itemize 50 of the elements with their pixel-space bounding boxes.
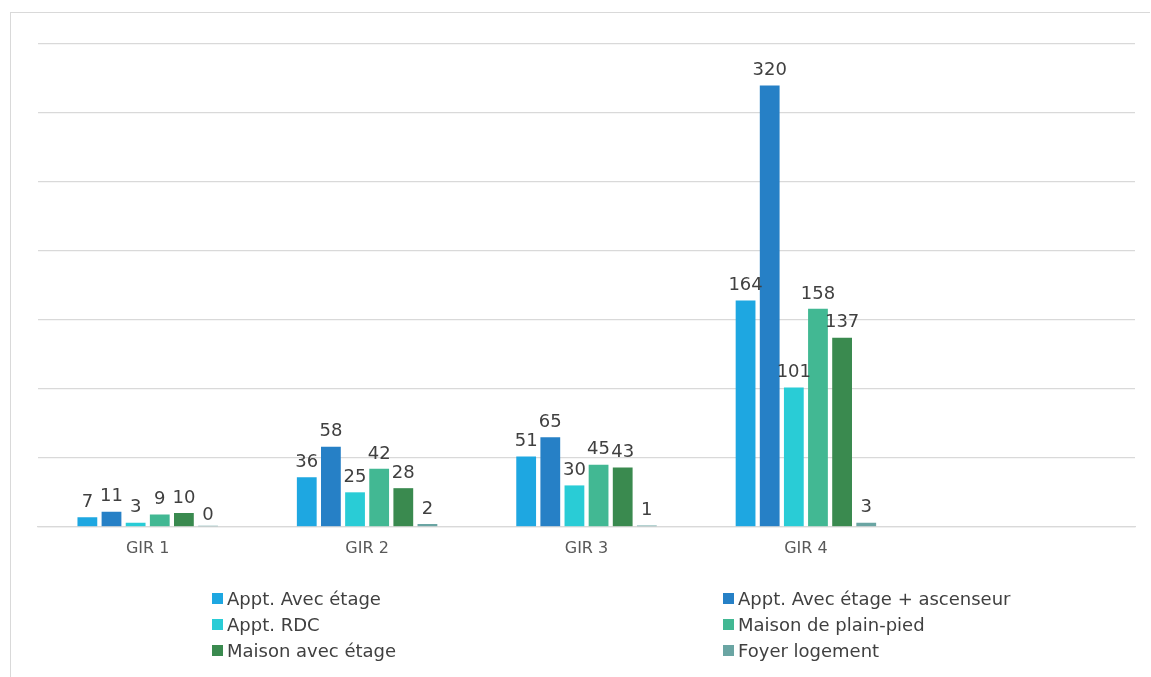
legend-label: Foyer logement <box>738 639 880 661</box>
bar <box>369 468 390 527</box>
bar <box>808 308 828 527</box>
x-tick-label: GIR 2 <box>345 537 389 557</box>
bar <box>612 467 633 527</box>
data-label: 25 <box>343 464 367 486</box>
bar <box>540 437 561 527</box>
data-label: 10 <box>172 485 196 507</box>
data-label: 45 <box>587 437 611 459</box>
data-label: 51 <box>514 429 538 451</box>
bar <box>564 485 585 527</box>
legend-label: Maison avec étage <box>227 639 397 661</box>
bar <box>516 456 537 527</box>
data-label: 42 <box>367 441 391 463</box>
legend-label: Appt. Avec étage <box>227 587 381 609</box>
data-label: 158 <box>800 281 836 303</box>
data-label: 30 <box>562 458 586 480</box>
bar <box>345 492 365 527</box>
bar <box>101 511 122 527</box>
bar <box>783 387 804 527</box>
legend-label: Maison de plain-pied <box>738 613 925 635</box>
data-label: 2 <box>421 496 434 518</box>
bar <box>393 488 414 527</box>
data-label: 3 <box>860 495 872 517</box>
data-label: 36 <box>295 449 319 471</box>
data-label: 11 <box>100 484 123 506</box>
data-label: 1 <box>641 498 653 520</box>
bar <box>296 477 317 527</box>
legend-label: Appt. Avec étage + ascenseur <box>738 587 1011 609</box>
bar <box>77 517 98 527</box>
data-label: 3 <box>129 495 142 517</box>
data-label: 9 <box>154 487 166 509</box>
x-tick-label: GIR 1 <box>125 537 170 557</box>
bar <box>149 514 170 527</box>
bar <box>174 513 194 527</box>
x-tick-label: GIR 4 <box>784 537 828 557</box>
data-label: 320 <box>752 58 787 80</box>
bar <box>417 524 438 527</box>
data-label: 28 <box>391 460 415 482</box>
bar <box>321 446 341 527</box>
bar <box>832 337 852 527</box>
x-tick-label: GIR 3 <box>564 537 609 557</box>
data-label: 65 <box>538 409 562 431</box>
data-label: 7 <box>81 489 94 511</box>
data-label: 58 <box>319 419 343 441</box>
bar <box>735 300 756 527</box>
data-label: 0 <box>202 503 214 525</box>
bar <box>588 464 609 527</box>
data-label: 43 <box>611 440 635 462</box>
legend-label: Appt. RDC <box>227 613 320 635</box>
